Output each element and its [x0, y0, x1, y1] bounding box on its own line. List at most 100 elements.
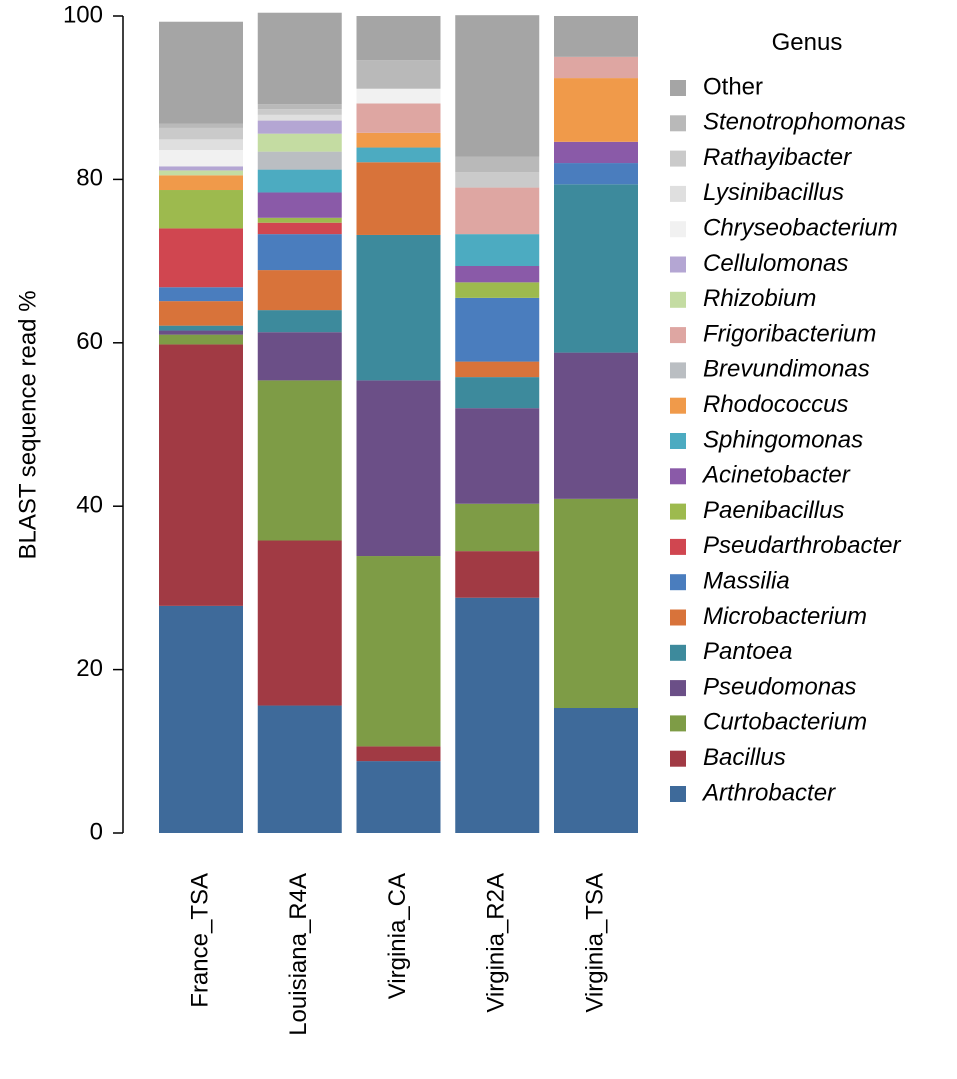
legend-label-cellulomonas: Cellulomonas	[703, 250, 848, 277]
bar-segment-virginia-tsa-pantoea	[554, 184, 638, 353]
legend-item-curtobacterium: Curtobacterium	[670, 709, 867, 736]
legend-swatch-microbacterium	[670, 609, 686, 626]
y-tick-label-20: 20	[76, 655, 103, 682]
bar-segment-france-tsa-other	[159, 21, 243, 124]
plot-area	[159, 12, 638, 833]
bar-segment-louisiana-r4a-acinetobacter	[257, 192, 342, 218]
legend-swatch-other	[670, 80, 686, 96]
legend-item-arthrobacter: Arthrobacter	[670, 779, 836, 806]
bar-segment-france-tsa-pseudomonas	[159, 330, 243, 335]
legend-swatch-curtobacterium	[670, 715, 686, 732]
bar-segment-france-tsa-chryseobacterium	[159, 149, 243, 167]
bar-segment-virginia-r2a-paenibacillus	[455, 282, 540, 298]
bar-segment-virginia-ca-pantoea	[356, 234, 441, 381]
bar-segment-louisiana-r4a-stenotrophomonas	[257, 104, 342, 110]
x-tick-label-france-tsa: France_TSA	[186, 873, 213, 1008]
bar-segment-france-tsa-pseudarthrobacter	[159, 228, 243, 288]
x-tick-label-virginia-r2a: Virginia_R2A	[483, 873, 510, 1013]
legend-swatch-chryseobacterium	[670, 221, 686, 238]
x-axis-labels: France_TSA Louisiana_R4A Virginia_CA Virgin…	[186, 873, 608, 1036]
legend-item-massilia: Massilia	[670, 568, 790, 595]
bar-segment-virginia-tsa-other	[554, 16, 638, 57]
y-tick-label-100: 100	[63, 1, 103, 28]
legend-label-curtobacterium: Curtobacterium	[703, 709, 867, 736]
y-axis: 0 20 40 60 80 100	[63, 1, 124, 845]
bar-stack-virginia-r2a	[455, 15, 540, 833]
bar-segment-virginia-r2a-microbacterium	[455, 361, 540, 378]
bar-segment-virginia-tsa-massilia	[554, 163, 638, 185]
bar-segment-france-tsa-pantoea	[159, 325, 243, 331]
legend-item-cellulomonas: Cellulomonas	[670, 250, 848, 277]
legend-label-lysinibacillus: Lysinibacillus	[703, 179, 844, 206]
bar-segment-france-tsa-rathayibacter	[159, 127, 243, 140]
bar-segment-louisiana-r4a-microbacterium	[257, 270, 342, 311]
y-tick-label-0: 0	[90, 818, 103, 845]
legend-swatch-rhizobium	[670, 291, 686, 308]
bar-segment-virginia-r2a-curtobacterium	[455, 503, 540, 552]
x-tick-label-virginia-tsa: Virginia_TSA	[581, 873, 608, 1013]
legend-label-acinetobacter: Acinetobacter	[701, 462, 851, 489]
bar-segment-louisiana-r4a-rathayibacter	[257, 109, 342, 115]
legend-item-rhodococcus: Rhodococcus	[670, 391, 848, 418]
legend-swatch-pseudarthrobacter	[670, 538, 686, 555]
bar-segment-louisiana-r4a-cellulomonas	[257, 120, 342, 134]
bar-segment-louisiana-r4a-pantoea	[257, 310, 342, 333]
legend-label-rathayibacter: Rathayibacter	[703, 144, 852, 171]
bar-segment-louisiana-r4a-rhizobium	[257, 133, 342, 152]
legend: Genus Other Stenotrophomonas Rathayibacter…	[670, 29, 906, 806]
legend-item-acinetobacter: Acinetobacter	[670, 462, 851, 489]
x-tick-label-virginia-ca: Virginia_CA	[384, 873, 411, 999]
legend-label-sphingomonas: Sphingomonas	[703, 426, 863, 453]
y-tick-label-60: 60	[76, 328, 103, 355]
bar-stack-virginia-tsa	[554, 16, 638, 833]
legend-swatch-arthrobacter	[670, 786, 686, 802]
bar-segment-virginia-r2a-stenotrophomonas	[455, 156, 540, 173]
legend-label-frigoribacterium: Frigoribacterium	[703, 320, 876, 347]
legend-label-other: Other	[703, 73, 763, 100]
legend-label-microbacterium: Microbacterium	[703, 603, 867, 630]
bar-segment-virginia-r2a-arthrobacter	[455, 597, 540, 833]
legend-swatch-acinetobacter	[670, 468, 686, 485]
bar-segment-france-tsa-microbacterium	[159, 301, 243, 326]
legend-item-bacillus: Bacillus	[670, 744, 786, 771]
bar-segment-louisiana-r4a-bacillus	[257, 540, 342, 706]
bar-segment-virginia-ca-curtobacterium	[356, 556, 441, 747]
legend-label-chryseobacterium: Chryseobacterium	[703, 215, 898, 242]
bar-segment-virginia-ca-bacillus	[356, 746, 441, 762]
bar-segment-france-tsa-lysinibacillus	[159, 139, 243, 150]
bar-segment-virginia-tsa-arthrobacter	[554, 707, 638, 833]
bar-segment-virginia-ca-pseudomonas	[356, 380, 441, 557]
bar-segment-france-tsa-stenotrophomonas	[159, 123, 243, 128]
y-tick-label-40: 40	[76, 492, 103, 519]
bar-segment-virginia-tsa-curtobacterium	[554, 498, 638, 708]
legend-swatch-stenotrophomonas	[670, 115, 686, 132]
bar-segment-louisiana-r4a-arthrobacter	[257, 705, 342, 833]
bar-segment-virginia-r2a-massilia	[455, 297, 540, 362]
legend-label-stenotrophomonas: Stenotrophomonas	[703, 109, 906, 136]
legend-swatch-lysinibacillus	[670, 185, 686, 202]
bar-segment-virginia-r2a-other	[455, 15, 540, 157]
bar-segment-louisiana-r4a-pseudarthrobacter	[257, 222, 342, 235]
bar-segment-virginia-r2a-acinetobacter	[455, 266, 540, 283]
bar-segment-france-tsa-massilia	[159, 287, 243, 302]
legend-label-pantoea: Pantoea	[703, 638, 792, 665]
bar-segment-louisiana-r4a-pseudomonas	[257, 332, 342, 381]
legend-title: Genus	[772, 29, 843, 56]
bar-segment-virginia-ca-arthrobacter	[356, 761, 441, 833]
legend-label-pseudarthrobacter: Pseudarthrobacter	[703, 532, 901, 559]
legend-label-pseudomonas: Pseudomonas	[703, 673, 856, 700]
bar-segment-virginia-r2a-rathayibacter	[455, 172, 540, 188]
legend-label-arthrobacter: Arthrobacter	[701, 779, 836, 806]
legend-item-frigoribacterium: Frigoribacterium	[670, 320, 876, 347]
legend-item-sphingomonas: Sphingomonas	[670, 426, 863, 453]
bar-stack-virginia-ca	[356, 16, 441, 833]
bar-segment-louisiana-r4a-massilia	[257, 234, 342, 271]
bar-stack-louisiana-r4a	[257, 12, 342, 833]
legend-swatch-frigoribacterium	[670, 327, 686, 344]
bar-segment-france-tsa-curtobacterium	[159, 334, 243, 345]
bar-segment-louisiana-r4a-sphingomonas	[257, 169, 342, 193]
bar-segment-louisiana-r4a-lysinibacillus	[257, 114, 342, 121]
legend-label-rhizobium: Rhizobium	[703, 285, 816, 312]
legend-swatch-rathayibacter	[670, 150, 686, 167]
legend-swatch-bacillus	[670, 750, 686, 767]
